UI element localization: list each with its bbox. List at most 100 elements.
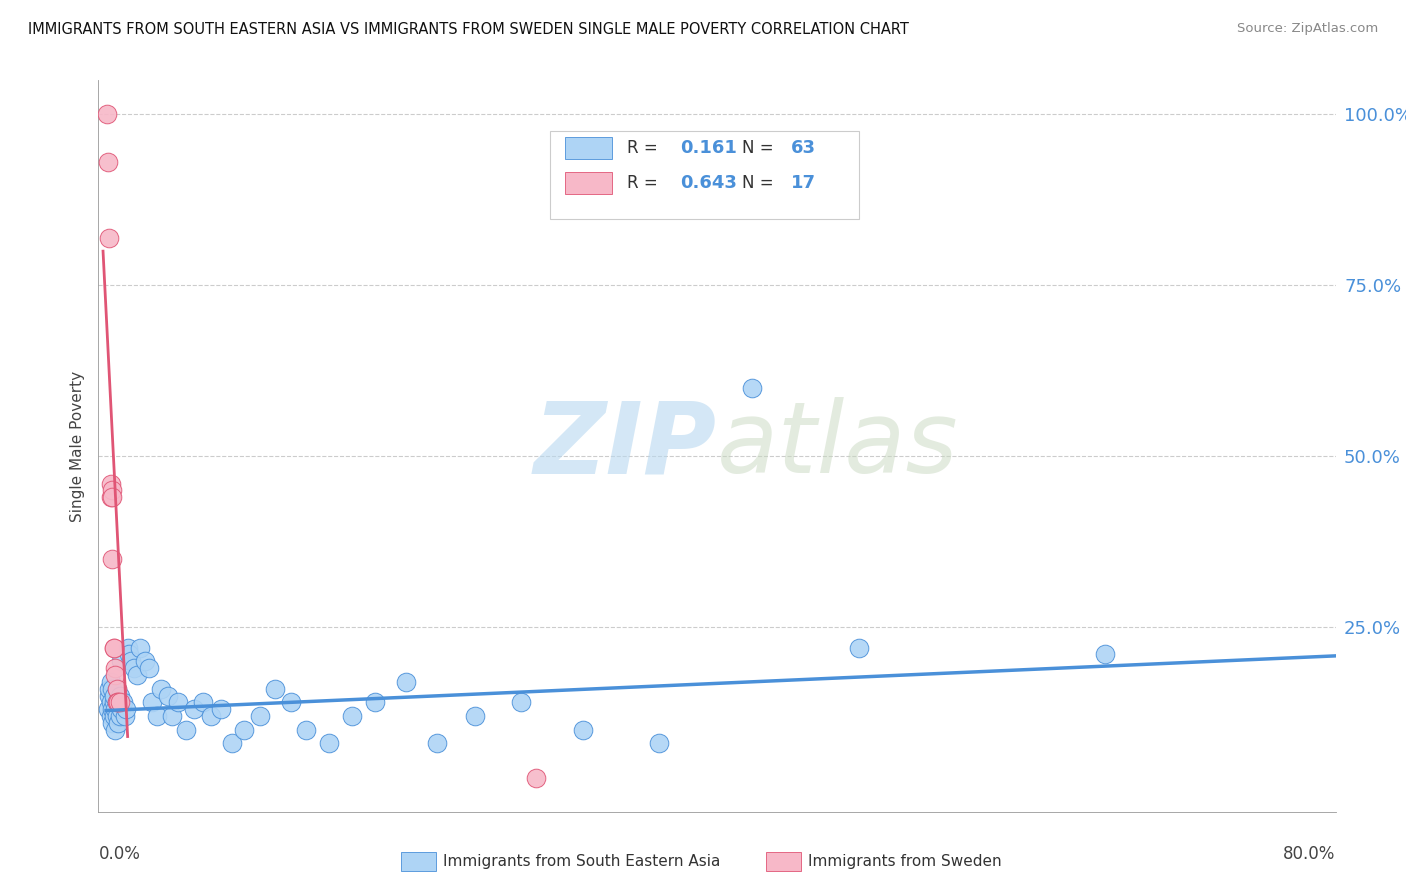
Point xyxy=(510,695,533,709)
Point xyxy=(104,668,127,682)
Point xyxy=(191,695,214,709)
Point xyxy=(125,668,148,682)
Point xyxy=(104,723,127,737)
Point xyxy=(100,674,122,689)
Point xyxy=(100,476,122,491)
Point xyxy=(122,661,145,675)
Point xyxy=(395,674,418,689)
Point xyxy=(97,702,120,716)
Point xyxy=(117,640,139,655)
Point xyxy=(101,681,124,696)
Text: 17: 17 xyxy=(792,174,817,192)
Point xyxy=(105,681,128,696)
Text: 0.0%: 0.0% xyxy=(98,845,141,863)
Point xyxy=(103,640,125,655)
Text: 0.643: 0.643 xyxy=(681,174,737,192)
Point xyxy=(100,695,122,709)
Point xyxy=(98,681,121,696)
FancyBboxPatch shape xyxy=(550,131,859,219)
Point xyxy=(364,695,387,709)
Point xyxy=(110,702,132,716)
Point xyxy=(340,709,363,723)
Text: atlas: atlas xyxy=(717,398,959,494)
Point xyxy=(105,695,128,709)
Point xyxy=(118,648,141,662)
Point xyxy=(101,702,124,716)
FancyBboxPatch shape xyxy=(565,171,612,194)
Point xyxy=(571,723,593,737)
Y-axis label: Single Male Poverty: Single Male Poverty xyxy=(70,370,86,522)
Text: Immigrants from South Eastern Asia: Immigrants from South Eastern Asia xyxy=(443,855,720,869)
Point xyxy=(1094,648,1116,662)
Point xyxy=(741,381,763,395)
Point xyxy=(115,702,138,716)
Point xyxy=(318,736,340,750)
Point xyxy=(174,723,197,737)
Point xyxy=(107,695,129,709)
Point xyxy=(97,155,120,169)
Point xyxy=(141,695,163,709)
Text: 0.161: 0.161 xyxy=(681,139,737,157)
Text: N =: N = xyxy=(742,174,779,192)
Point xyxy=(138,661,160,675)
Point xyxy=(167,695,190,709)
Text: Immigrants from Sweden: Immigrants from Sweden xyxy=(808,855,1002,869)
Text: N =: N = xyxy=(742,139,779,157)
Point xyxy=(103,709,125,723)
Point xyxy=(160,709,183,723)
Point xyxy=(134,654,156,668)
Point xyxy=(200,709,222,723)
Text: R =: R = xyxy=(627,139,662,157)
Point xyxy=(120,654,142,668)
Point xyxy=(108,695,131,709)
Point xyxy=(105,681,128,696)
Point xyxy=(209,702,232,716)
Text: 80.0%: 80.0% xyxy=(1284,845,1336,863)
Point xyxy=(464,709,486,723)
Point xyxy=(101,715,124,730)
Point xyxy=(101,490,124,504)
Point xyxy=(221,736,243,750)
Point xyxy=(103,695,125,709)
Point xyxy=(249,709,271,723)
Point xyxy=(107,715,129,730)
Point xyxy=(264,681,287,696)
Point xyxy=(108,689,131,703)
Point xyxy=(100,490,122,504)
Text: Source: ZipAtlas.com: Source: ZipAtlas.com xyxy=(1237,22,1378,36)
Point xyxy=(129,640,152,655)
Point xyxy=(96,107,118,121)
Point xyxy=(107,695,129,709)
Point xyxy=(98,230,121,244)
Point xyxy=(105,695,128,709)
Point xyxy=(526,771,548,785)
Point xyxy=(848,640,870,655)
Point xyxy=(150,681,173,696)
Point xyxy=(105,709,128,723)
Point xyxy=(280,695,302,709)
Text: 63: 63 xyxy=(792,139,817,157)
Point xyxy=(295,723,318,737)
Text: IMMIGRANTS FROM SOUTH EASTERN ASIA VS IMMIGRANTS FROM SWEDEN SINGLE MALE POVERTY: IMMIGRANTS FROM SOUTH EASTERN ASIA VS IM… xyxy=(28,22,910,37)
Point xyxy=(111,695,134,709)
Point xyxy=(110,654,132,668)
Point xyxy=(183,702,205,716)
Point xyxy=(108,709,131,723)
Point xyxy=(103,640,125,655)
Point xyxy=(101,551,124,566)
Point xyxy=(98,689,121,703)
Point xyxy=(146,709,169,723)
Point xyxy=(100,709,122,723)
Point xyxy=(101,483,124,498)
Point xyxy=(425,736,447,750)
Point xyxy=(104,702,127,716)
Text: R =: R = xyxy=(627,174,662,192)
FancyBboxPatch shape xyxy=(565,137,612,160)
Text: ZIP: ZIP xyxy=(534,398,717,494)
Point xyxy=(648,736,671,750)
Point xyxy=(233,723,256,737)
Point xyxy=(103,689,125,703)
Point xyxy=(156,689,179,703)
Point xyxy=(104,661,127,675)
Point xyxy=(114,709,136,723)
